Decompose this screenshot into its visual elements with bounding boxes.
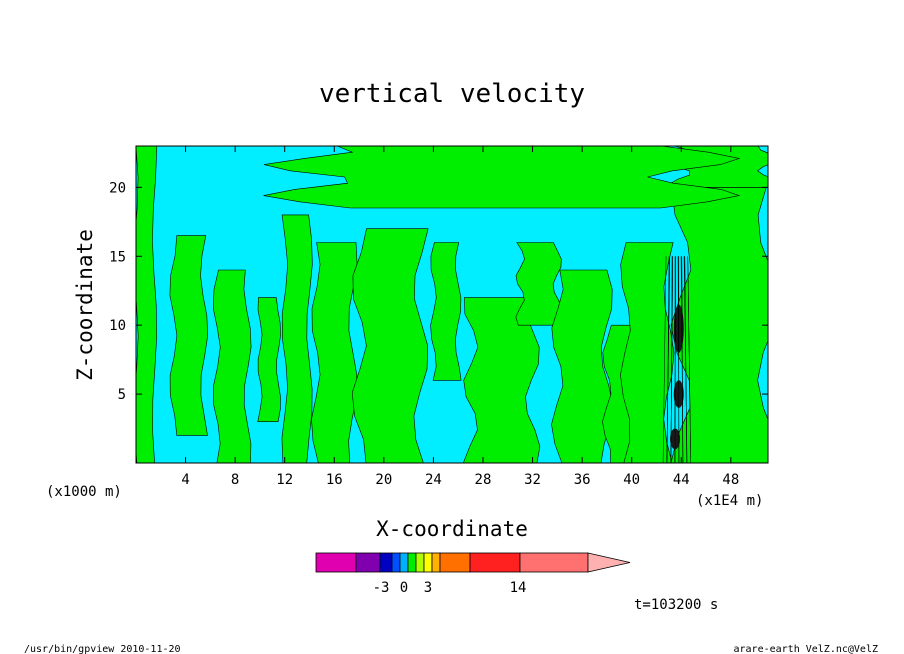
y-tick-label: 5 bbox=[118, 387, 126, 403]
colorbar-tick-label: 14 bbox=[510, 580, 527, 596]
x-tick-label: 4 bbox=[181, 472, 189, 488]
x-axis-label: X-coordinate bbox=[376, 517, 528, 541]
contour-line bbox=[670, 256, 673, 463]
positive-region bbox=[551, 269, 614, 463]
x-tick-label: 32 bbox=[524, 472, 541, 488]
positive-region bbox=[281, 214, 313, 463]
contour-field bbox=[136, 146, 768, 463]
y-tick-label: 10 bbox=[109, 318, 126, 334]
colorbar-segment bbox=[315, 552, 357, 573]
x-unit-right: (x1E4 m) bbox=[696, 493, 763, 509]
plot-frame bbox=[135, 145, 769, 464]
colorbar-segment bbox=[519, 552, 589, 573]
colorbar-segment bbox=[423, 552, 433, 573]
colorbar bbox=[315, 552, 631, 573]
x-tick-label: 16 bbox=[326, 472, 343, 488]
y-tick-label: 15 bbox=[109, 249, 126, 265]
contour-line bbox=[680, 256, 684, 463]
x-tick-label: 28 bbox=[475, 472, 492, 488]
colorbar-segment bbox=[379, 552, 393, 573]
colorbar-segment bbox=[469, 552, 521, 573]
positive-region bbox=[620, 242, 675, 463]
footer-left: /usr/bin/gpview 2010-11-20 bbox=[24, 644, 181, 654]
colorbar-segment bbox=[407, 552, 417, 573]
x-tick-label: 44 bbox=[673, 472, 690, 488]
x-tick-label: 24 bbox=[425, 472, 442, 488]
contour-line bbox=[662, 256, 667, 463]
positive-region bbox=[311, 242, 358, 463]
colorbar-segment bbox=[439, 552, 471, 573]
positive-region bbox=[257, 297, 281, 422]
x-tick-label: 40 bbox=[623, 472, 640, 488]
colorbar-segment bbox=[355, 552, 381, 573]
contour-line bbox=[666, 256, 670, 463]
colorbar-segment bbox=[391, 552, 401, 573]
footer-right: arare-earth_VelZ.nc@VelZ bbox=[734, 644, 879, 654]
x-tick-label: 12 bbox=[276, 472, 293, 488]
positive-region bbox=[212, 269, 252, 463]
colorbar-segment bbox=[415, 552, 425, 573]
positive-region bbox=[462, 297, 541, 463]
contour-line bbox=[687, 256, 692, 463]
colorbar-tick-label: 0 bbox=[400, 580, 408, 596]
positive-region bbox=[430, 242, 462, 381]
positive-region bbox=[263, 146, 741, 209]
time-label: t=103200 s bbox=[634, 597, 718, 613]
colorbar-ticks: -3 0 3 14 bbox=[373, 580, 527, 596]
y-axis-label: Z-coordinate bbox=[73, 229, 97, 381]
contour-line bbox=[677, 256, 680, 463]
colorbar-segment bbox=[399, 552, 409, 573]
y-axis-ticks: 5 10 15 20 bbox=[109, 180, 768, 403]
x-axis-ticks: 4 8 12 16 20 24 28 32 36 40 44 48 bbox=[181, 146, 739, 488]
colorbar-tick-label: 3 bbox=[424, 580, 432, 596]
positive-region bbox=[169, 235, 209, 436]
positive-region bbox=[136, 146, 158, 463]
x-tick-label: 36 bbox=[574, 472, 591, 488]
y-tick-label: 20 bbox=[109, 180, 126, 196]
colorbar-segment bbox=[431, 552, 441, 573]
x-tick-label: 20 bbox=[375, 472, 392, 488]
colorbar-arrow bbox=[587, 552, 631, 573]
x-tick-label: 48 bbox=[722, 472, 739, 488]
colorbar-tick-label: -3 bbox=[373, 580, 390, 596]
contour-line bbox=[683, 256, 688, 463]
positive-region bbox=[351, 228, 429, 463]
x-tick-label: 8 bbox=[231, 472, 239, 488]
chart-title: vertical velocity bbox=[319, 79, 585, 109]
x-unit-left: (x1000 m) bbox=[46, 484, 122, 500]
